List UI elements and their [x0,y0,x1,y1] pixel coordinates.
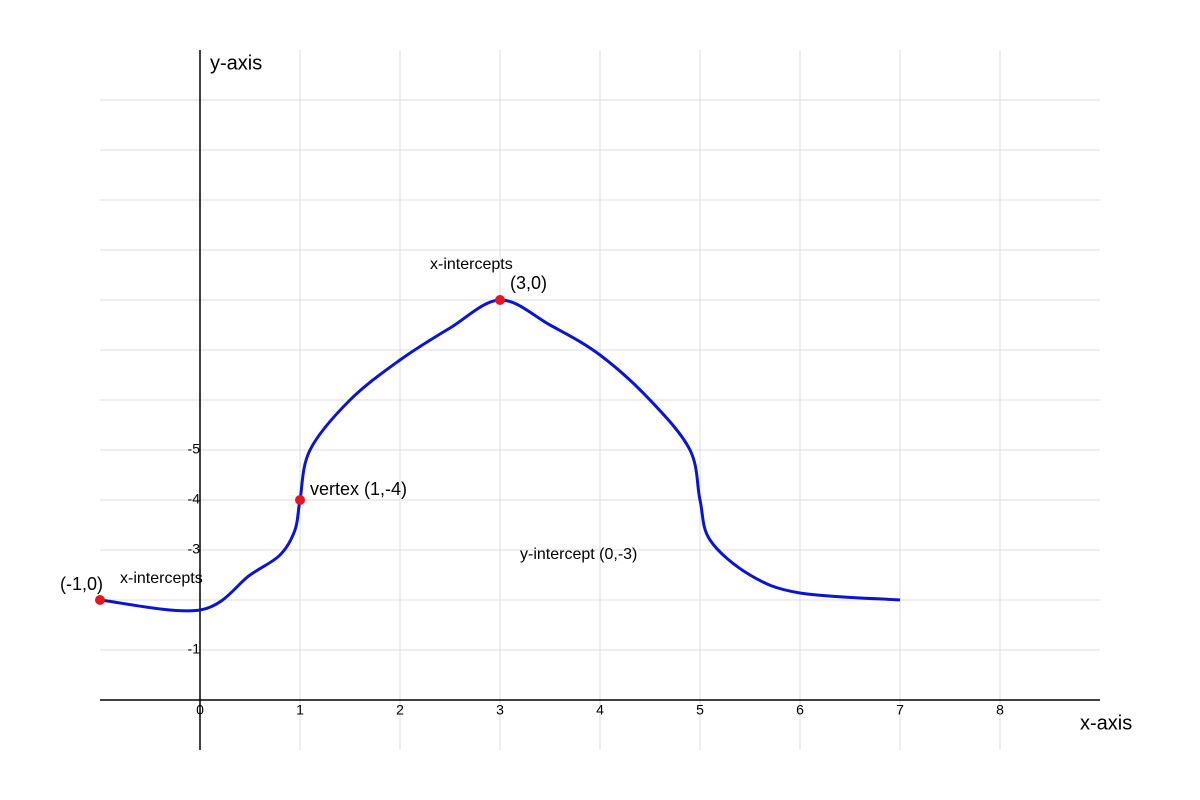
x-tick-label: 4 [596,702,604,718]
y-tick-label: -3 [188,541,201,557]
grid [100,50,1100,750]
y-tick-label: -5 [188,441,201,457]
x-tick-label: 8 [996,702,1004,718]
annotation: vertex (1,-4) [310,479,407,499]
x-tick-label: 5 [696,702,704,718]
y-tick-label: -1 [188,641,201,657]
annotation: y-intercept (0,-3) [520,546,637,563]
x-tick-label: 2 [396,702,404,718]
x-tick-label: 1 [296,702,304,718]
y-axis-title: y-axis [210,52,262,74]
x-tick-label: 0 [196,702,204,718]
annotation: (-1,0) [60,574,103,594]
x-tick-label: 7 [896,702,904,718]
annotation: (3,0) [510,273,547,293]
y-tick-label: -4 [188,491,201,507]
curve [99,298,901,613]
x-tick-label: 6 [796,702,804,718]
point [295,495,305,505]
annotation: x-intercepts [430,256,513,273]
x-axis-title: x-axis [1080,712,1132,734]
annotation: x-intercepts [120,570,203,587]
point [495,295,505,305]
x-tick-label: 3 [496,702,504,718]
point [95,595,105,605]
